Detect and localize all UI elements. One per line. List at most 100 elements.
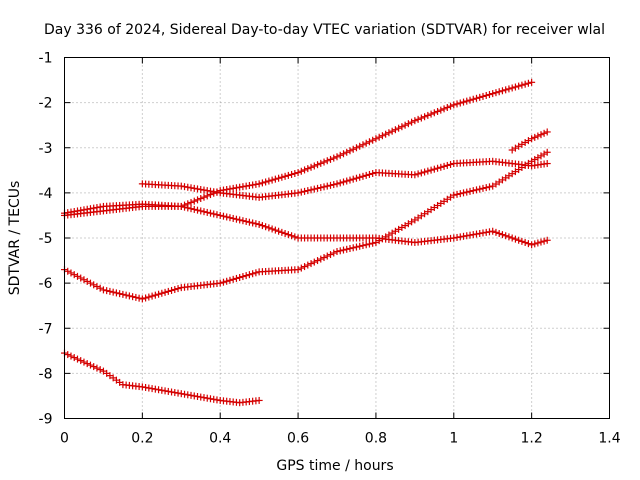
y-tick-label: -6 bbox=[39, 276, 53, 292]
track-4-point bbox=[106, 287, 114, 295]
track-2-point bbox=[508, 234, 516, 242]
track-1-point bbox=[391, 126, 399, 134]
track-1-point bbox=[197, 195, 205, 203]
track-1-point bbox=[346, 147, 354, 155]
track-4-point bbox=[164, 287, 172, 295]
track-3-point bbox=[440, 162, 448, 170]
track-2-point bbox=[518, 237, 526, 245]
track-2-point bbox=[498, 231, 506, 239]
x-tick-label: 1 bbox=[449, 431, 458, 447]
track-4-point bbox=[323, 252, 331, 260]
x-tick-label: 0.8 bbox=[365, 431, 387, 447]
track-2-point bbox=[184, 204, 192, 212]
track-2-point bbox=[216, 211, 224, 219]
track-2-point bbox=[229, 214, 237, 222]
track-4-point bbox=[252, 269, 260, 277]
track-6-point bbox=[543, 128, 551, 136]
track-1-point bbox=[294, 169, 302, 177]
y-tick-label: -5 bbox=[39, 231, 53, 247]
track-1-point bbox=[469, 95, 477, 103]
track-4-point bbox=[158, 289, 166, 297]
track-4-point bbox=[304, 261, 312, 269]
track-4-point bbox=[135, 294, 143, 302]
track-1-point bbox=[408, 118, 416, 126]
track-1-point bbox=[378, 132, 386, 140]
track-6-point bbox=[537, 131, 545, 139]
track-4-point bbox=[216, 279, 224, 287]
y-tick-label: -9 bbox=[39, 412, 53, 428]
track-2-point bbox=[210, 210, 218, 218]
track-5-point bbox=[77, 357, 85, 365]
track-4-point bbox=[86, 279, 94, 287]
track-1-point bbox=[359, 141, 367, 149]
track-1-point bbox=[479, 92, 487, 100]
track-4-point bbox=[125, 292, 133, 300]
track-2-point bbox=[213, 211, 221, 219]
track-3-point bbox=[346, 176, 354, 184]
track-3-point bbox=[314, 184, 322, 192]
track-3-point bbox=[343, 177, 351, 185]
track-2-point bbox=[492, 228, 500, 236]
track-5-point bbox=[83, 360, 91, 368]
track-4-point bbox=[294, 266, 302, 274]
track-4-point bbox=[161, 288, 169, 296]
track-1-point bbox=[362, 139, 370, 147]
track-2-point bbox=[181, 203, 189, 211]
track-1-point bbox=[187, 198, 195, 206]
track-3-point bbox=[427, 166, 435, 174]
track-4-point bbox=[229, 275, 237, 283]
track-5-point bbox=[73, 355, 81, 363]
track-2-point bbox=[505, 233, 513, 241]
track-2-point bbox=[275, 227, 283, 235]
track-1-point bbox=[450, 101, 458, 109]
track-3-point bbox=[336, 179, 344, 187]
track-2-point bbox=[495, 229, 503, 237]
track-1-point bbox=[317, 159, 325, 167]
track-1-point bbox=[398, 123, 406, 131]
track-4-point bbox=[116, 290, 124, 298]
plot-frame bbox=[64, 57, 610, 419]
track-4-point bbox=[476, 185, 484, 193]
track-1-point bbox=[275, 174, 283, 182]
track-1-point bbox=[284, 171, 292, 179]
track-4-point bbox=[103, 287, 111, 295]
track-1-point bbox=[330, 154, 338, 162]
track-4-point bbox=[112, 289, 120, 297]
track-1-point bbox=[472, 94, 480, 102]
track-4-point bbox=[339, 246, 347, 254]
axis-ticks: 0 0.2 0.4 0.6 0.8 1 1.2 1.4 -9 -8 -7 -6 -5 -4 -3 -2 -1 bbox=[39, 51, 621, 447]
track-3-point bbox=[443, 161, 451, 169]
track-1-point bbox=[440, 105, 448, 113]
track-3-point bbox=[417, 169, 425, 177]
track-3-point bbox=[317, 184, 325, 192]
track-5-point bbox=[96, 366, 104, 374]
x-tick-label: 1.2 bbox=[521, 431, 543, 447]
track-3-point bbox=[304, 187, 312, 195]
track-2-point bbox=[206, 209, 214, 217]
data-points bbox=[61, 78, 551, 407]
track-5-point bbox=[67, 352, 75, 360]
track-6-point bbox=[531, 133, 539, 141]
track-1-point bbox=[518, 81, 526, 89]
track-2-point bbox=[219, 212, 227, 220]
track-2-point bbox=[284, 231, 292, 239]
track-2-point bbox=[528, 241, 536, 249]
track-4-point bbox=[70, 271, 78, 279]
track-2-point bbox=[540, 237, 548, 245]
track-1-point bbox=[505, 85, 513, 93]
track-3-point bbox=[294, 189, 302, 197]
track-1-point bbox=[485, 91, 493, 99]
track-2-point bbox=[262, 223, 270, 231]
track-2-point bbox=[515, 236, 523, 244]
track-1-point bbox=[365, 138, 373, 146]
track-4-point bbox=[365, 240, 373, 248]
track-1-point bbox=[372, 135, 380, 143]
track-4-point bbox=[148, 292, 156, 300]
track-3-point bbox=[362, 171, 370, 179]
track-2-point bbox=[543, 236, 551, 244]
track-1-point bbox=[511, 83, 519, 91]
track-2-point bbox=[197, 207, 205, 215]
track-4-point bbox=[349, 244, 357, 252]
track-3-point bbox=[430, 165, 438, 173]
